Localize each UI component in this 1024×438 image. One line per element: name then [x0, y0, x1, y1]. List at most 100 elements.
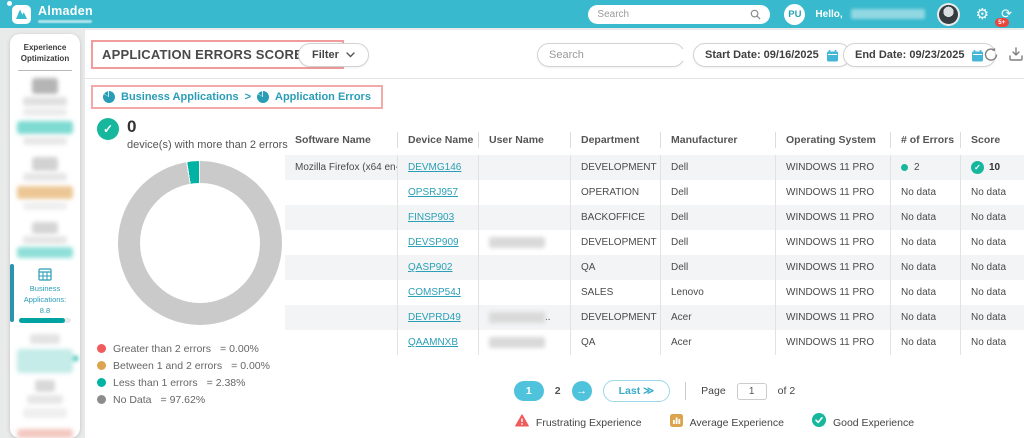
- next-page-button[interactable]: →: [571, 381, 592, 401]
- legend-dot-icon: [97, 395, 106, 404]
- redacted-user-name: [489, 237, 545, 248]
- redacted-sidebar-item: [23, 137, 67, 145]
- arrow-right-icon: →: [576, 385, 588, 397]
- device-name-link[interactable]: DEVSP909: [408, 237, 459, 248]
- table-row: OPSRJ957 OPERATION Dell WINDOWS 11 PRO No da…: [285, 180, 1024, 205]
- cell-manufacturer: Dell: [660, 180, 775, 205]
- table-row: QAAMNXB QA Acer WINDOWS 11 PRO No data No dat…: [285, 330, 1024, 355]
- device-name-link[interactable]: DEVPRD49: [408, 312, 461, 323]
- gear-icon[interactable]: ⚙: [975, 5, 990, 23]
- cell-score: No data: [960, 180, 1024, 205]
- top-header: Almaden PU Hello, ⚙ ⟳ 5+: [0, 0, 1024, 28]
- cell-device-name: DEVPRD49: [397, 305, 478, 330]
- pagination: 1 2 → Last ≫ Page of 2: [285, 380, 1024, 402]
- redacted-sidebar-item[interactable]: [35, 380, 55, 392]
- device-name-link[interactable]: OPSRJ957: [408, 187, 459, 198]
- table-row: DEVPRD49.. DEVELOPMENT Acer WINDOWS 11 PRO N…: [285, 305, 1024, 330]
- experience-legend-item: Good Experience: [811, 413, 914, 432]
- cell-manufacturer: Acer: [660, 305, 775, 330]
- redacted-sidebar-item[interactable]: [17, 429, 73, 438]
- table-row: COMSP54J SALES Lenovo WINDOWS 11 PRO No data…: [285, 280, 1024, 305]
- redacted-sidebar-item[interactable]: [17, 186, 73, 199]
- errors-table: Software Name Device Name User Name Departm…: [285, 125, 1024, 355]
- notification-badge: 5+: [995, 18, 1009, 27]
- legend-label: Less than 1 errors: [113, 376, 198, 389]
- refresh-icon[interactable]: [983, 47, 999, 67]
- legend-label: No Data: [113, 393, 152, 406]
- cell-score: No data: [960, 205, 1024, 230]
- legend-dot-icon: [97, 378, 106, 387]
- cell-manufacturer: Dell: [660, 230, 775, 255]
- cell-operating-system: WINDOWS 11 PRO: [775, 255, 890, 280]
- page-number-input[interactable]: [736, 382, 767, 400]
- notifications-button[interactable]: ⟳ 5+: [995, 5, 1012, 27]
- legend-item: Greater than 2 errors = 0.00%: [97, 340, 270, 357]
- good-score-check-icon: ✓: [971, 161, 984, 174]
- download-icon[interactable]: [1008, 47, 1024, 67]
- legend-value: = 97.62%: [160, 393, 206, 406]
- cell-device-name: DEVMG146: [397, 155, 478, 180]
- column-header: Device Name: [397, 132, 478, 148]
- redacted-sidebar-item[interactable]: [17, 349, 73, 373]
- cell-device-name: OPSRJ957: [397, 180, 478, 205]
- breadcrumb-current[interactable]: Application Errors: [275, 91, 371, 103]
- bar-chart-icon: [669, 413, 683, 432]
- brand-name: Almaden: [38, 4, 93, 18]
- device-count-caption: device(s) with more than 2 errors: [127, 139, 288, 151]
- active-item-label: Business Applications: 8.8: [23, 284, 67, 315]
- redacted-sidebar-item[interactable]: [32, 157, 58, 171]
- brand-tagline-redacted: [38, 20, 92, 23]
- device-name-link[interactable]: COMSP54J: [408, 287, 461, 298]
- redacted-sidebar-item: [73, 356, 78, 361]
- redacted-sidebar-item: [23, 408, 67, 418]
- page-2-button[interactable]: 2: [554, 385, 561, 397]
- redacted-sidebar-item[interactable]: [17, 121, 73, 134]
- legend-item: Between 1 and 2 errors = 0.00%: [97, 357, 270, 374]
- cell-operating-system: WINDOWS 11 PRO: [775, 155, 890, 180]
- user-initials-badge[interactable]: PU: [784, 3, 806, 25]
- device-name-link[interactable]: QAAMNXB: [408, 337, 459, 348]
- sidebar-item-business-applications[interactable]: Business Applications: 8.8: [10, 262, 80, 324]
- business-applications-icon: [38, 268, 52, 286]
- redacted-sidebar-item: [23, 202, 67, 210]
- cell-score: No data: [960, 280, 1024, 305]
- column-header: User Name: [478, 132, 570, 148]
- device-name-link[interactable]: QASP902: [408, 262, 453, 273]
- experience-legend-item: Average Experience: [669, 413, 784, 432]
- device-name-link[interactable]: DEVMG146: [408, 162, 462, 173]
- redacted-sidebar-item[interactable]: [17, 247, 73, 258]
- cell-error-count: No data: [890, 205, 960, 230]
- last-page-button[interactable]: Last ≫: [602, 380, 671, 402]
- column-header: Manufacturer: [660, 132, 775, 148]
- brand-logo[interactable]: Almaden: [7, 0, 93, 24]
- redacted-user-name: [489, 337, 545, 348]
- table-search-input[interactable]: [549, 49, 691, 61]
- end-date-button[interactable]: End Date: 09/23/2025: [843, 43, 997, 67]
- filter-button[interactable]: Filter: [298, 43, 369, 67]
- cell-manufacturer: Dell: [660, 205, 775, 230]
- pie-icon: [103, 91, 115, 103]
- page-1-button[interactable]: 1: [513, 381, 544, 401]
- cell-software-name: [285, 255, 397, 280]
- table-search: [537, 43, 691, 67]
- redacted-sidebar-item[interactable]: [32, 78, 58, 94]
- start-date-button[interactable]: Start Date: 09/16/2025: [693, 43, 851, 67]
- page-label: Page: [701, 385, 726, 397]
- cell-software-name: [285, 205, 397, 230]
- user-avatar[interactable]: [936, 2, 960, 26]
- header-search-input[interactable]: [597, 8, 747, 20]
- column-header: Software Name: [295, 134, 371, 146]
- sync-icon: ⟳: [1001, 6, 1012, 21]
- breadcrumb-parent-link[interactable]: Business Applications: [121, 91, 239, 103]
- legend-dot-icon: [97, 361, 106, 370]
- experience-legend-item: Frustrating Experience: [515, 413, 642, 432]
- errors-donut-chart[interactable]: [118, 161, 282, 325]
- device-name-link[interactable]: FINSP903: [408, 212, 455, 223]
- redacted-sidebar-item[interactable]: [32, 222, 58, 234]
- redacted-sidebar-item: [30, 334, 60, 344]
- cell-device-name: QAAMNXB: [397, 330, 478, 355]
- cell-score: No data: [960, 255, 1024, 280]
- table-header-row: Software Name Device Name User Name Departm…: [285, 125, 1024, 155]
- active-item-accent-bar: [10, 264, 14, 322]
- cell-score: No data: [960, 330, 1024, 355]
